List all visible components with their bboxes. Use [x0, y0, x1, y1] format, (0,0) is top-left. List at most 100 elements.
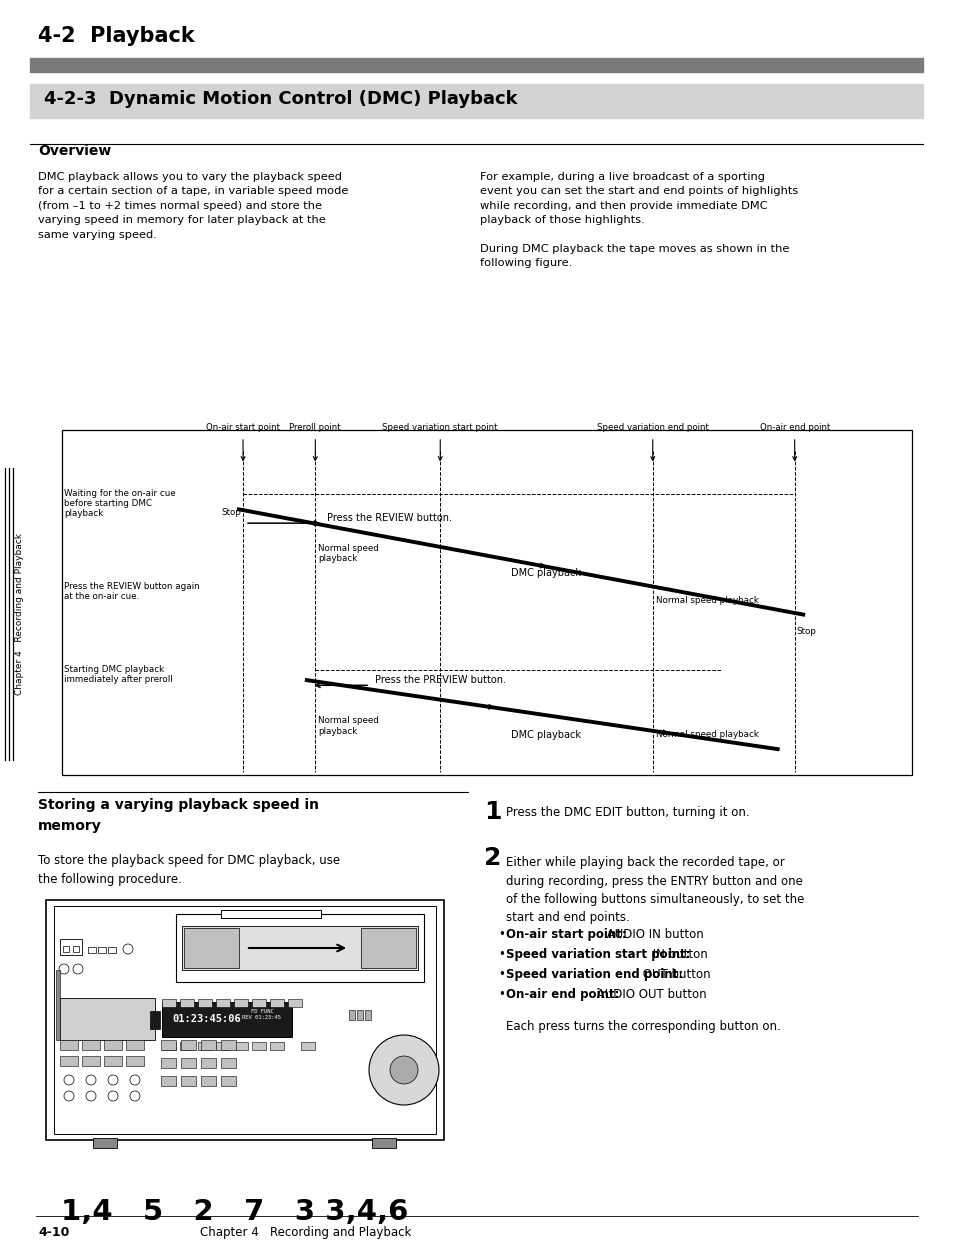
Text: On-air start point: On-air start point	[206, 423, 280, 432]
Text: Press the REVIEW button.: Press the REVIEW button.	[327, 513, 452, 522]
Bar	[198, 999, 212, 1006]
Bar	[60, 939, 82, 955]
Bar	[46, 899, 443, 1140]
Text: 01:23:45:06: 01:23:45:06	[172, 1015, 241, 1025]
Bar	[162, 1001, 292, 1037]
Text: DMC playback allows you to vary the playback speed
for a certain section of a ta: DMC playback allows you to vary the play…	[38, 172, 348, 240]
Text: DMC playback: DMC playback	[511, 730, 581, 740]
Text: Chapter 4   Recording and Playback: Chapter 4 Recording and Playback	[15, 532, 25, 695]
Bar	[181, 1076, 195, 1086]
Text: AUDIO OUT button: AUDIO OUT button	[592, 988, 705, 1001]
Bar	[162, 999, 175, 1006]
Bar	[221, 1040, 235, 1050]
Bar	[30, 58, 923, 72]
Text: Preroll point: Preroll point	[289, 423, 341, 432]
Bar	[182, 926, 417, 970]
Text: Starting DMC playback
immediately after preroll: Starting DMC playback immediately after …	[64, 664, 172, 684]
Bar	[288, 999, 302, 1006]
Text: Normal speed
playback: Normal speed playback	[318, 544, 378, 564]
Bar	[73, 945, 79, 952]
Text: Each press turns the corresponding button on.: Each press turns the corresponding butto…	[505, 1020, 780, 1033]
Bar	[201, 1040, 215, 1050]
Text: Waiting for the on-air cue
before starting DMC
playback: Waiting for the on-air cue before starti…	[64, 489, 175, 519]
Bar	[215, 999, 230, 1006]
Bar	[201, 1076, 215, 1086]
Circle shape	[390, 1056, 417, 1084]
Bar	[82, 1056, 100, 1066]
Bar	[184, 928, 239, 968]
Text: 4-10: 4-10	[38, 1227, 70, 1239]
Bar	[62, 430, 911, 775]
Text: To store the playback speed for DMC playback, use
the following procedure.: To store the playback speed for DMC play…	[38, 853, 340, 886]
Text: On-air end point:: On-air end point:	[505, 988, 618, 1001]
Bar	[372, 1138, 395, 1148]
Text: •: •	[497, 988, 504, 1001]
Bar	[215, 1042, 230, 1050]
Text: Normal speed playback: Normal speed playback	[655, 730, 758, 739]
Text: •: •	[497, 968, 504, 982]
Text: Speed variation start point:: Speed variation start point:	[505, 948, 690, 962]
Bar	[126, 1056, 144, 1066]
Bar	[60, 998, 154, 1040]
Text: For example, during a live broadcast of a sporting
event you can set the start a: For example, during a live broadcast of …	[479, 172, 798, 269]
Bar	[161, 1057, 175, 1069]
Text: IN button: IN button	[648, 948, 707, 962]
Text: Stop: Stop	[796, 627, 816, 636]
Text: 1: 1	[483, 800, 501, 824]
Text: FD FUNC
REV 01:23:45: FD FUNC REV 01:23:45	[242, 1009, 281, 1020]
Bar	[301, 1042, 314, 1050]
Bar	[60, 1040, 78, 1050]
Bar	[360, 928, 416, 968]
Bar	[104, 1056, 122, 1066]
Bar	[162, 1042, 175, 1050]
Bar	[54, 906, 436, 1135]
Bar	[221, 1076, 235, 1086]
Text: On-air start point:: On-air start point:	[505, 928, 626, 940]
Bar	[181, 1057, 195, 1069]
Bar	[233, 999, 248, 1006]
Bar	[180, 1042, 193, 1050]
Text: OUT button: OUT button	[638, 968, 709, 982]
Bar	[56, 970, 60, 1040]
Bar	[175, 914, 423, 982]
Text: Press the PREVIEW button.: Press the PREVIEW button.	[375, 675, 506, 685]
Bar	[180, 999, 193, 1006]
Bar	[88, 947, 96, 953]
Bar	[221, 911, 320, 918]
Bar	[98, 947, 106, 953]
Text: Speed variation start point: Speed variation start point	[382, 423, 497, 432]
Text: On-air end point: On-air end point	[759, 423, 829, 432]
Bar	[270, 999, 284, 1006]
Bar	[108, 947, 116, 953]
Bar	[126, 1040, 144, 1050]
Bar	[30, 85, 923, 118]
Bar	[252, 999, 266, 1006]
Text: 2: 2	[483, 846, 501, 870]
Bar	[198, 1042, 212, 1050]
Text: Storing a varying playback speed in
memory: Storing a varying playback speed in memo…	[38, 797, 318, 832]
Text: Speed variation end point: Speed variation end point	[597, 423, 708, 432]
Bar	[201, 1057, 215, 1069]
Text: Press the DMC EDIT button, turning it on.: Press the DMC EDIT button, turning it on…	[505, 806, 749, 819]
Bar	[365, 1010, 371, 1020]
Text: 4-2-3  Dynamic Motion Control (DMC) Playback: 4-2-3 Dynamic Motion Control (DMC) Playb…	[44, 90, 517, 108]
Bar	[104, 1040, 122, 1050]
Text: DMC playback: DMC playback	[511, 569, 581, 578]
Bar	[63, 945, 69, 952]
Bar	[252, 1042, 266, 1050]
Text: Chapter 4   Recording and Playback: Chapter 4 Recording and Playback	[200, 1227, 411, 1239]
Bar	[233, 1042, 248, 1050]
Bar	[221, 1057, 235, 1069]
Text: AUDIO IN button: AUDIO IN button	[602, 928, 703, 940]
Bar	[349, 1010, 355, 1020]
Text: Normal speed
playback: Normal speed playback	[318, 717, 378, 735]
Text: •: •	[497, 928, 504, 940]
Bar	[181, 1040, 195, 1050]
Text: 4-2  Playback: 4-2 Playback	[38, 26, 194, 46]
Text: Speed variation end point:: Speed variation end point:	[505, 968, 682, 982]
Bar	[161, 1076, 175, 1086]
Text: •: •	[497, 948, 504, 962]
Circle shape	[369, 1035, 438, 1105]
Text: Press the REVIEW button again
at the on-air cue.: Press the REVIEW button again at the on-…	[64, 582, 199, 601]
Bar	[60, 1056, 78, 1066]
